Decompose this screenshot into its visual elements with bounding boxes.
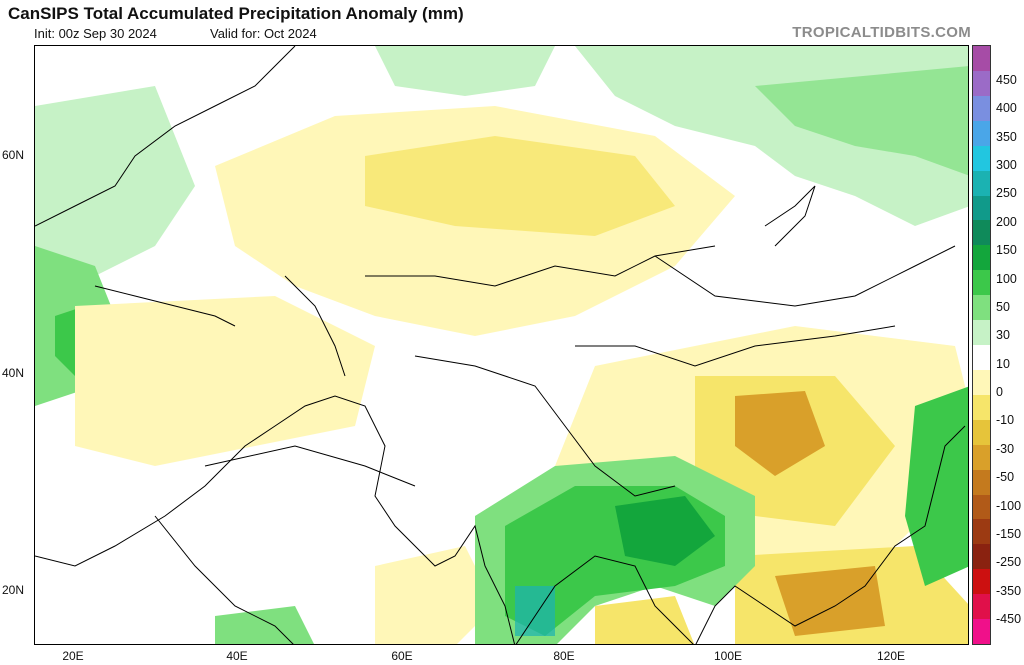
colorbar-segment — [973, 320, 990, 346]
green-south-asia-3 — [615, 496, 715, 566]
lon-label: 20E — [62, 649, 84, 663]
colorbar-label: -50 — [996, 470, 1015, 485]
lat-label: 20N — [2, 583, 25, 597]
colorbar-label: 300 — [996, 158, 1017, 173]
colorbar-label: -30 — [996, 441, 1015, 456]
lon-label: 100E — [713, 649, 743, 663]
colorbar-segment — [973, 120, 990, 147]
green-arabian-sea — [215, 606, 314, 644]
green-east-coast — [905, 386, 968, 586]
colorbar-segment — [973, 594, 990, 620]
colorbar-segment — [973, 469, 990, 495]
teal-bay — [515, 586, 555, 636]
brand-watermark: TROPICALTIDBITS.COM — [792, 24, 971, 41]
colorbar-label: -150 — [996, 526, 1022, 541]
colorbar-label: 250 — [996, 186, 1017, 201]
colorbar-label: 0 — [996, 385, 1003, 400]
lon-label: 40E — [226, 649, 248, 663]
colorbar-segment — [973, 270, 990, 296]
colorbar-segment — [973, 345, 990, 371]
colorbar-label: -10 — [996, 413, 1015, 428]
colorbar-label: 50 — [996, 299, 1010, 314]
orange-china — [735, 391, 825, 476]
colorbar-label: 400 — [996, 101, 1017, 116]
colorbar — [972, 45, 991, 645]
colorbar-segment — [973, 419, 990, 446]
colorbar-label: 350 — [996, 129, 1017, 144]
colorbar-segment — [973, 444, 990, 471]
colorbar-segment — [973, 70, 990, 97]
orange-south-china — [775, 566, 885, 636]
colorbar-segment — [973, 145, 990, 172]
colorbar-label: -350 — [996, 583, 1022, 598]
colorbar-label: 200 — [996, 214, 1017, 229]
colorbar-segment — [973, 569, 990, 595]
green-north — [375, 46, 555, 96]
colorbar-segment — [973, 519, 990, 545]
yellow-siberia-core — [365, 136, 675, 236]
colorbar-segment — [973, 544, 990, 570]
chart-title: CanSIPS Total Accumulated Precipitation … — [8, 4, 464, 23]
colorbar-label: 10 — [996, 356, 1010, 371]
colorbar-segment — [973, 494, 990, 520]
anomaly-map — [35, 46, 968, 644]
lat-label: 40N — [2, 366, 25, 380]
green-northeast-2 — [755, 66, 968, 176]
colorbar-segment — [973, 619, 990, 645]
yellow-southwest — [75, 296, 375, 466]
yellow-india-south — [595, 596, 695, 644]
colorbar-label: -250 — [996, 555, 1022, 570]
lon-label: 120E — [876, 649, 906, 663]
colorbar-label: 100 — [996, 271, 1017, 286]
lon-label: 60E — [391, 649, 413, 663]
colorbar-segment — [973, 369, 990, 396]
yellow-arabian — [375, 546, 495, 644]
colorbar-segment — [973, 170, 990, 196]
colorbar-segment — [973, 220, 990, 246]
valid-time: Valid for: Oct 2024 — [210, 26, 317, 41]
colorbar-segment — [973, 394, 990, 421]
colorbar-label: 30 — [996, 328, 1010, 343]
colorbar-label: 450 — [996, 73, 1017, 87]
lon-label: 80E — [553, 649, 575, 663]
colorbar-segment — [973, 195, 990, 221]
colorbar-segment — [973, 95, 990, 122]
init-time: Init: 00z Sep 30 2024 — [34, 26, 157, 41]
colorbar-segment — [973, 245, 990, 271]
lat-label: 60N — [2, 148, 25, 162]
map-panel — [34, 45, 969, 645]
green-west — [35, 86, 195, 276]
colorbar-label: -100 — [996, 498, 1022, 513]
colorbar-label: 150 — [996, 243, 1017, 258]
colorbar-segment — [973, 46, 990, 72]
colorbar-segment — [973, 295, 990, 321]
colorbar-label: -450 — [996, 612, 1022, 626]
coastlines — [35, 46, 966, 644]
